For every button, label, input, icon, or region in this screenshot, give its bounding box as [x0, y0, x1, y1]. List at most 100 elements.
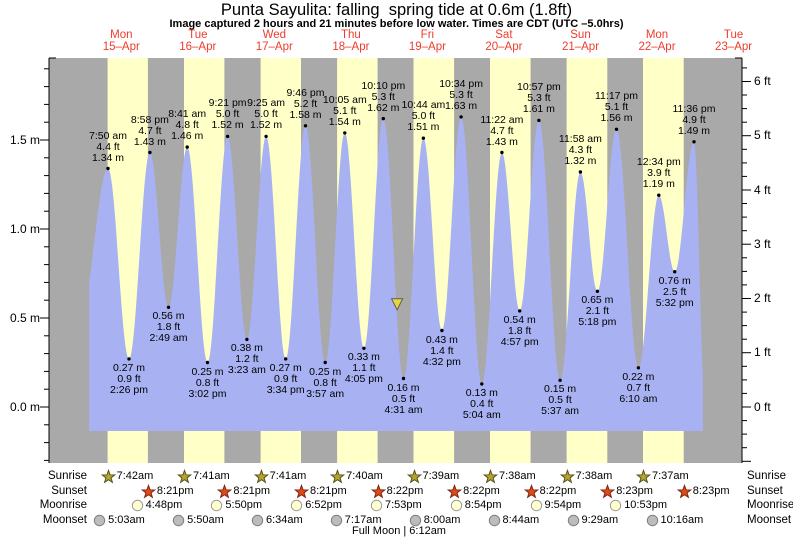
tide-label-line: 12:34 pm	[636, 156, 681, 169]
left-axis-label: 1.5 m	[9, 132, 40, 147]
sunset-event: 8:22pm	[447, 483, 500, 499]
sunrise-time: 7:41am	[269, 469, 307, 482]
sunset-time: 8:23pm	[692, 484, 730, 497]
tide-label-line: 1.34 m	[91, 151, 125, 164]
tide-label-line: 1.43 m	[133, 135, 166, 148]
tide-label-line: 2:26 pm	[110, 383, 148, 396]
tide-label-line: 10:05 am	[322, 93, 367, 106]
low-tide-dot	[636, 366, 641, 370]
sunset-time: 8:21pm	[156, 484, 194, 497]
day-name: Sat	[495, 29, 513, 41]
tide-label-line: 10:10 pm	[361, 79, 406, 92]
day-label: Tue 16–Apr	[163, 29, 233, 53]
tide-label-line: 5:37 am	[541, 405, 580, 418]
day-label: Mon 15–Apr	[86, 29, 156, 53]
tide-label-line: 0.76 m	[658, 274, 691, 287]
tide-label-line: 4:57 pm	[500, 335, 539, 348]
high-tide-label: 11:22 am 4.7 ft 1.43 m	[465, 113, 539, 148]
high-tide-dot	[264, 134, 268, 139]
moonset-circle-icon	[646, 514, 658, 526]
almanac-row-label-left: Sunset	[51, 485, 87, 497]
day-date: 15–Apr	[102, 40, 140, 53]
high-tide-dot	[106, 166, 110, 171]
sunset-event: 8:21pm	[140, 483, 194, 499]
tide-label-line: 0.56 m	[152, 310, 185, 323]
current-tide-marker-icon	[390, 298, 404, 311]
tide-label-line: 1.56 m	[600, 112, 633, 125]
high-tide-label: 8:58 pm 4.7 ft 1.43 m	[113, 114, 187, 148]
tide-label-line: 10:57 pm	[517, 81, 561, 94]
sunrise-star-icon	[406, 468, 422, 484]
moon-phase-note: Full Moon | 6:12am	[352, 525, 446, 537]
tide-label-line: 5.1 ft	[333, 104, 357, 117]
moonrise-event: 9:54pm	[529, 498, 581, 513]
moonset-event: 5:50am	[171, 513, 224, 528]
day-label: Wed 17–Apr	[239, 29, 309, 53]
moonrise-event: 6:52pm	[289, 498, 342, 513]
tide-label-line: 5:32 pm	[655, 296, 694, 309]
low-tide-label: 0.27 m 0.9 ft 2:26 pm	[92, 362, 166, 396]
moonrise-event: 7:53pm	[369, 498, 422, 513]
left-axis-label: 1.0 m	[9, 221, 40, 236]
tide-label-line: 0.4 ft	[470, 397, 494, 410]
almanac-row-label-right: Moonrise	[747, 499, 793, 511]
moonrise-time: 8:54pm	[464, 498, 502, 511]
sunrise-time: 7:38am	[499, 469, 536, 482]
moonset-time: 9:29am	[581, 513, 619, 526]
tide-label-line: 1.49 m	[677, 124, 711, 137]
sunrise-time: 7:40am	[346, 469, 383, 482]
high-tide-label: 11:58 am 4.3 ft 1.32 m	[543, 134, 617, 167]
moonset-circle-icon	[93, 514, 106, 526]
high-tide-dot	[537, 118, 541, 123]
tide-label-line: 5.2 ft	[293, 97, 318, 110]
moonset-event: 10:16am	[645, 513, 704, 528]
moonrise-event: 5:50pm	[209, 498, 262, 513]
tide-label-line: 1.52 m	[211, 119, 244, 132]
day-date: 22–Apr	[638, 40, 676, 53]
tide-label-line: 5.0 ft	[254, 108, 278, 121]
moonset-circle-icon	[172, 514, 185, 526]
moonrise-circle-icon	[290, 499, 303, 511]
tide-label-line: 5.0 ft	[215, 108, 240, 121]
sunset-time: 8:22pm	[539, 484, 577, 497]
day-label: Sat 20–Apr	[469, 29, 539, 53]
day-date: 19–Apr	[408, 40, 446, 53]
sunrise-star-icon	[636, 468, 651, 484]
moonrise-time: 6:52pm	[305, 498, 342, 511]
moonset-event: 7:17am	[329, 513, 382, 528]
moonset-event: 6:34am	[250, 513, 303, 528]
tide-label-line: 11:22 am	[480, 113, 524, 126]
tide-label-line: 4.3 ft	[568, 144, 593, 156]
sunrise-event: 7:38am	[483, 468, 536, 484]
moonset-time: 5:50am	[187, 513, 224, 526]
tide-curve-area	[89, 116, 703, 432]
moonrise-circle-icon	[211, 499, 223, 511]
tide-label-line: 0.22 m	[622, 370, 655, 383]
tide-label-line: 4.4 ft	[96, 140, 120, 153]
high-tide-label: 12:34 pm 3.9 ft 1.19 m	[622, 157, 696, 190]
low-tide-dot	[323, 360, 327, 365]
tide-label-line: 0.43 m	[425, 333, 458, 346]
tide-label-line: 0.9 ft	[274, 372, 298, 385]
tide-label-line: 3:57 am	[306, 387, 345, 400]
tide-label-line: 0.65 m	[581, 294, 614, 307]
sunrise-event: 7:37am	[636, 468, 689, 484]
sunset-star-icon	[217, 483, 233, 499]
sunset-star-icon	[447, 483, 463, 499]
low-tide-dot	[558, 378, 562, 382]
low-tide-label: 0.38 m 1.2 ft 3:23 am	[210, 343, 284, 376]
tide-label-line: 1.51 m	[407, 121, 440, 134]
tide-label-line: 5.3 ft	[527, 92, 551, 105]
sunrise-event: 7:39am	[406, 468, 459, 484]
tide-label-line: 0.16 m	[387, 381, 420, 394]
sunset-star-icon	[294, 483, 309, 499]
sunset-event: 8:23pm	[676, 483, 730, 499]
tide-label-line: 5.3 ft	[449, 88, 473, 101]
sunrise-star-icon	[100, 468, 116, 484]
tide-label-line: 9:25 am	[247, 97, 286, 110]
day-date: 17–Apr	[255, 40, 293, 53]
tide-label-line: 1.63 m	[445, 99, 478, 112]
tide-label-line: 10:34 pm	[439, 77, 483, 90]
moonset-time: 10:16am	[660, 513, 704, 526]
